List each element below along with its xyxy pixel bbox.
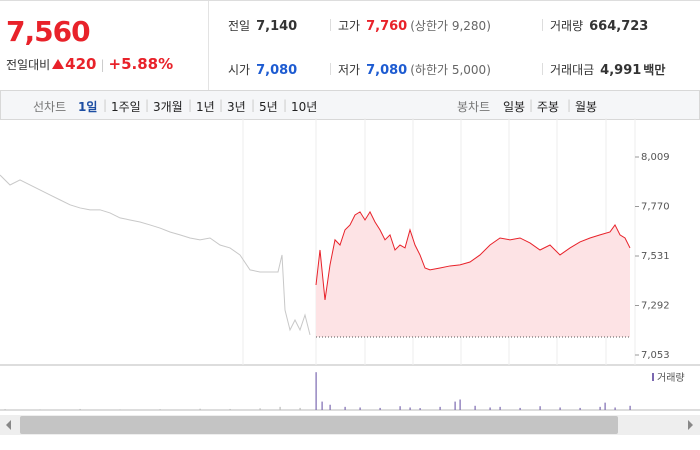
volume-bar	[315, 372, 317, 410]
stat-value: 7,080	[256, 63, 298, 78]
volume-bar	[459, 399, 461, 410]
stat-value: 7,760	[366, 19, 408, 34]
y-tick-label: 7,292	[641, 301, 670, 312]
stat-label: 거래량	[550, 19, 584, 33]
stat-label: 거래대금	[550, 63, 595, 77]
stat-note: (상한가 9,280)	[410, 19, 491, 33]
change-value: 420	[65, 55, 97, 73]
tab-sep: |	[145, 98, 150, 112]
legend-swatch	[652, 373, 654, 381]
stat: 거래대금 4,991 백만	[542, 61, 666, 78]
y-tick-label: 8,009	[641, 152, 670, 163]
stat: 거래량 664,723	[542, 17, 649, 34]
tab-sep: |	[251, 98, 256, 112]
volume-bar	[439, 406, 441, 410]
volume-bar	[399, 406, 401, 410]
stat-label: 고가	[338, 19, 361, 33]
stat-value: 7,140	[256, 19, 298, 34]
volume-bar	[629, 405, 631, 410]
tab-label: 봉차트	[457, 100, 491, 114]
stat: 시가 7,080	[228, 61, 297, 78]
chart: 7,053 7,292 7,531 7,770 8,009 거래량	[0, 118, 700, 411]
legend-label: 거래량	[657, 372, 685, 384]
volume-bar	[299, 407, 301, 410]
stat-value: 7,080	[366, 63, 408, 78]
stat-value: 4,991	[600, 63, 642, 78]
tab-sep: |	[283, 98, 288, 112]
volume-bar	[229, 408, 231, 410]
volume-bar	[39, 409, 41, 410]
period-tab[interactable]: 1일	[78, 100, 98, 114]
stat: 고가 7,760 (상한가 9,280)	[330, 17, 491, 34]
period-tab[interactable]: 5년	[259, 100, 278, 114]
price: 7,560	[6, 15, 91, 48]
period-tab[interactable]: 3개월	[153, 100, 183, 114]
volume-bar	[379, 407, 381, 410]
tab-label: 선차트	[33, 100, 67, 114]
stat-label: 전일	[228, 19, 251, 33]
volume-bar	[259, 408, 261, 410]
volume-bar	[119, 409, 121, 410]
change-label: 전일대비	[6, 58, 51, 72]
tab-sep: |	[529, 98, 534, 112]
volume-bar	[559, 407, 561, 410]
tab-sep: |	[567, 98, 572, 112]
volume-bar	[199, 408, 201, 410]
volume-bar	[279, 406, 281, 410]
stat-label: 저가	[338, 63, 361, 77]
volume-bar	[599, 406, 601, 410]
volume-bar	[419, 408, 421, 410]
volume-bar	[409, 407, 411, 410]
volume-bar	[519, 407, 521, 410]
change: 전일대비 420 | +5.88%	[6, 55, 174, 73]
volume-bar	[454, 401, 456, 410]
price-line	[0, 174, 311, 336]
volume-bar	[474, 405, 476, 410]
volume-bar	[359, 407, 361, 410]
candle-tab[interactable]: 일봉	[503, 100, 526, 114]
volume-bar	[321, 401, 323, 410]
scroll-right[interactable]	[688, 420, 693, 430]
stat: 전일 7,140	[228, 17, 297, 34]
tab-sep: |	[103, 98, 108, 112]
volume-bar	[604, 402, 606, 410]
candle-tab[interactable]: 월봉	[575, 100, 598, 114]
volume-bar	[329, 404, 331, 410]
stat-value: 664,723	[589, 19, 649, 34]
volume-bar	[159, 409, 161, 410]
chart-tabs: 선차트 1일 | 1주일 | 3개월 | 1년 | 3년 | 5년 | 10년 봉차트 일봉 | 주봉 | 월봉	[0, 90, 700, 120]
y-tick-label: 7,053	[641, 350, 670, 361]
change-pct: +5.88%	[108, 55, 174, 73]
volume-bar	[614, 407, 616, 410]
stat-note: (하한가 5,000)	[410, 63, 491, 77]
tab-sep: |	[188, 98, 193, 112]
stat: 저가 7,080 (하한가 5,000)	[330, 61, 491, 78]
volume-bar	[344, 406, 346, 410]
stat-label: 시가	[228, 63, 251, 77]
volume-bar	[579, 407, 581, 410]
area	[316, 211, 630, 337]
volume-bar	[499, 406, 501, 410]
y-tick-label: 7,770	[641, 202, 670, 213]
y-tick-label: 7,531	[641, 251, 670, 262]
stat-unit: 백만	[643, 63, 666, 77]
volume-bar	[4, 409, 6, 410]
candle-tab[interactable]: 주봉	[537, 100, 560, 114]
period-tab[interactable]: 3년	[227, 100, 246, 114]
period-tab[interactable]: 1년	[196, 100, 215, 114]
period-tab[interactable]: 10년	[291, 100, 318, 114]
volume-bar	[79, 408, 81, 410]
scroll-handle[interactable]	[20, 416, 618, 434]
price-line	[315, 210, 631, 300]
volume-bar	[539, 406, 541, 410]
scroll-left[interactable]	[6, 420, 11, 430]
tab-sep: |	[219, 98, 224, 112]
quote-header: 7,560 전일대비 420 | +5.88% 전일 7,140 고가 7,760 (상한가…	[0, 0, 700, 91]
volume-bar	[489, 407, 491, 410]
period-tab[interactable]: 1주일	[111, 100, 141, 114]
